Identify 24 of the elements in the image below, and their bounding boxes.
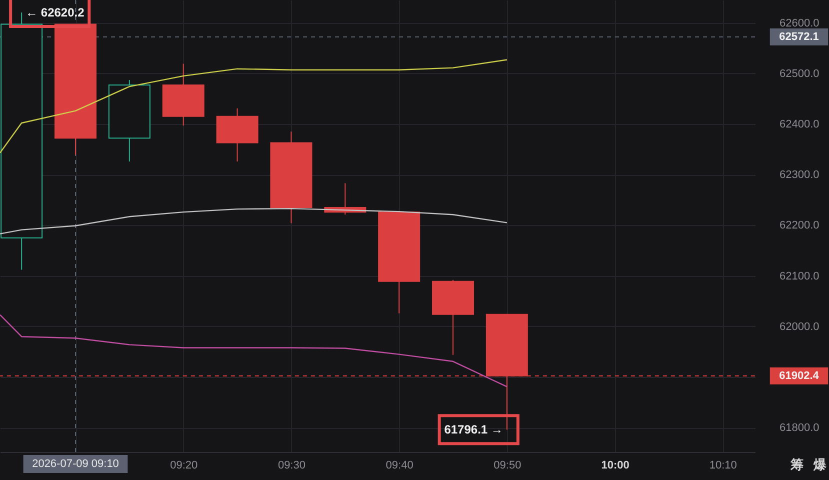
text: 筹 <box>790 457 804 472</box>
y-tick-label: 62500.0 <box>780 68 820 80</box>
y-tick-label: 62400.0 <box>780 118 820 131</box>
y-tick-label: 62000.0 <box>780 320 820 333</box>
ref-line-label: 61902.4 <box>779 370 820 382</box>
x-tick-label: 10:00 <box>601 460 630 472</box>
text: 爆 <box>812 457 828 472</box>
x-tick-label: 09:40 <box>386 460 414 472</box>
ref-line-label: 62572.1 <box>779 30 819 43</box>
line-series <box>0 59 508 154</box>
y-tick-label: 62600.0 <box>780 17 820 30</box>
x-tick-label: 09:20 <box>170 460 198 472</box>
y-tick-label: 62100.0 <box>780 270 820 282</box>
ref-line-label: 2026-07-09 09:10 <box>32 458 119 470</box>
x-tick-label: 09:50 <box>494 460 522 472</box>
annotation: 61796.1 → <box>444 422 503 437</box>
x-tick-label: 09:30 <box>278 460 306 472</box>
y-tick-label: 61800.0 <box>780 422 820 434</box>
annotation: ← 62620.2 <box>26 6 85 20</box>
y-tick-label: 62200.0 <box>780 220 820 232</box>
x-tick-label: 10:10 <box>709 460 737 472</box>
line-series <box>0 314 508 388</box>
line-series <box>0 208 508 234</box>
y-tick-label: 62300.0 <box>780 169 820 182</box>
